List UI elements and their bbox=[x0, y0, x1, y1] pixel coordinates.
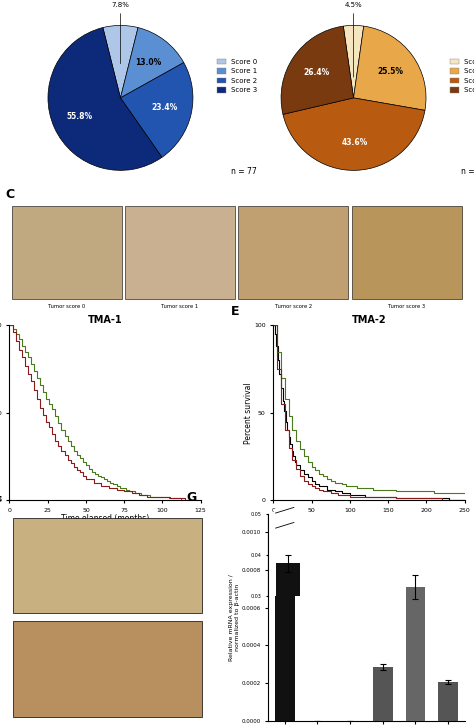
FancyBboxPatch shape bbox=[238, 206, 348, 298]
Text: Tumor score 2: Tumor score 2 bbox=[275, 304, 312, 309]
Text: 26.4%: 26.4% bbox=[303, 68, 329, 77]
Bar bbox=[275, 531, 294, 721]
Text: 4.5%: 4.5% bbox=[345, 2, 362, 77]
Title: TMA-1: TMA-1 bbox=[88, 314, 122, 325]
Text: Tumor score 0: Tumor score 0 bbox=[48, 304, 85, 309]
Bar bbox=[438, 682, 458, 721]
Bar bbox=[373, 667, 392, 721]
Y-axis label: Relative mRNA expression /
normalized to β-actin: Relative mRNA expression / normalized to… bbox=[229, 574, 240, 660]
Text: 13.0%: 13.0% bbox=[135, 58, 161, 67]
Text: G: G bbox=[186, 491, 196, 505]
Wedge shape bbox=[48, 28, 162, 170]
Text: F: F bbox=[0, 495, 2, 508]
Legend: NT5C1A low, NT5C1A high: NT5C1A low, NT5C1A high bbox=[311, 588, 427, 598]
Wedge shape bbox=[120, 28, 184, 98]
X-axis label: Time elapsed (months): Time elapsed (months) bbox=[61, 514, 149, 523]
Text: 23.4%: 23.4% bbox=[151, 103, 177, 112]
Wedge shape bbox=[343, 25, 364, 98]
Title: TMA-2: TMA-2 bbox=[352, 314, 386, 325]
Legend: NT5C1A low, NT5C1A high: NT5C1A low, NT5C1A high bbox=[47, 588, 163, 598]
Bar bbox=[274, 510, 295, 537]
Text: 7.8%: 7.8% bbox=[111, 2, 129, 63]
Text: C: C bbox=[5, 188, 14, 200]
Wedge shape bbox=[103, 25, 138, 98]
FancyBboxPatch shape bbox=[125, 206, 235, 298]
Y-axis label: Percent survival: Percent survival bbox=[244, 382, 253, 443]
Text: E: E bbox=[231, 305, 240, 318]
Text: 55.8%: 55.8% bbox=[66, 112, 92, 121]
Wedge shape bbox=[120, 63, 193, 157]
Wedge shape bbox=[354, 26, 426, 111]
FancyBboxPatch shape bbox=[12, 206, 122, 298]
Text: Tumor score 1: Tumor score 1 bbox=[162, 304, 199, 309]
Wedge shape bbox=[283, 98, 425, 170]
FancyBboxPatch shape bbox=[352, 206, 462, 298]
Wedge shape bbox=[281, 26, 354, 114]
Text: 25.5%: 25.5% bbox=[377, 67, 403, 76]
Legend: Score 0, Score 1, Score 2, Score 3: Score 0, Score 1, Score 2, Score 3 bbox=[215, 56, 260, 96]
X-axis label: Time elapsed (months): Time elapsed (months) bbox=[325, 514, 413, 523]
Text: n = 77: n = 77 bbox=[231, 167, 256, 176]
FancyBboxPatch shape bbox=[13, 518, 202, 613]
FancyBboxPatch shape bbox=[13, 621, 202, 716]
Text: n = 337: n = 337 bbox=[462, 167, 474, 176]
Legend: Score 0, Score 1, Score 2, Score 3: Score 0, Score 1, Score 2, Score 3 bbox=[447, 56, 474, 96]
Text: Tumor score 3: Tumor score 3 bbox=[388, 304, 425, 309]
Text: 43.6%: 43.6% bbox=[342, 138, 368, 147]
Bar bbox=[406, 587, 425, 721]
